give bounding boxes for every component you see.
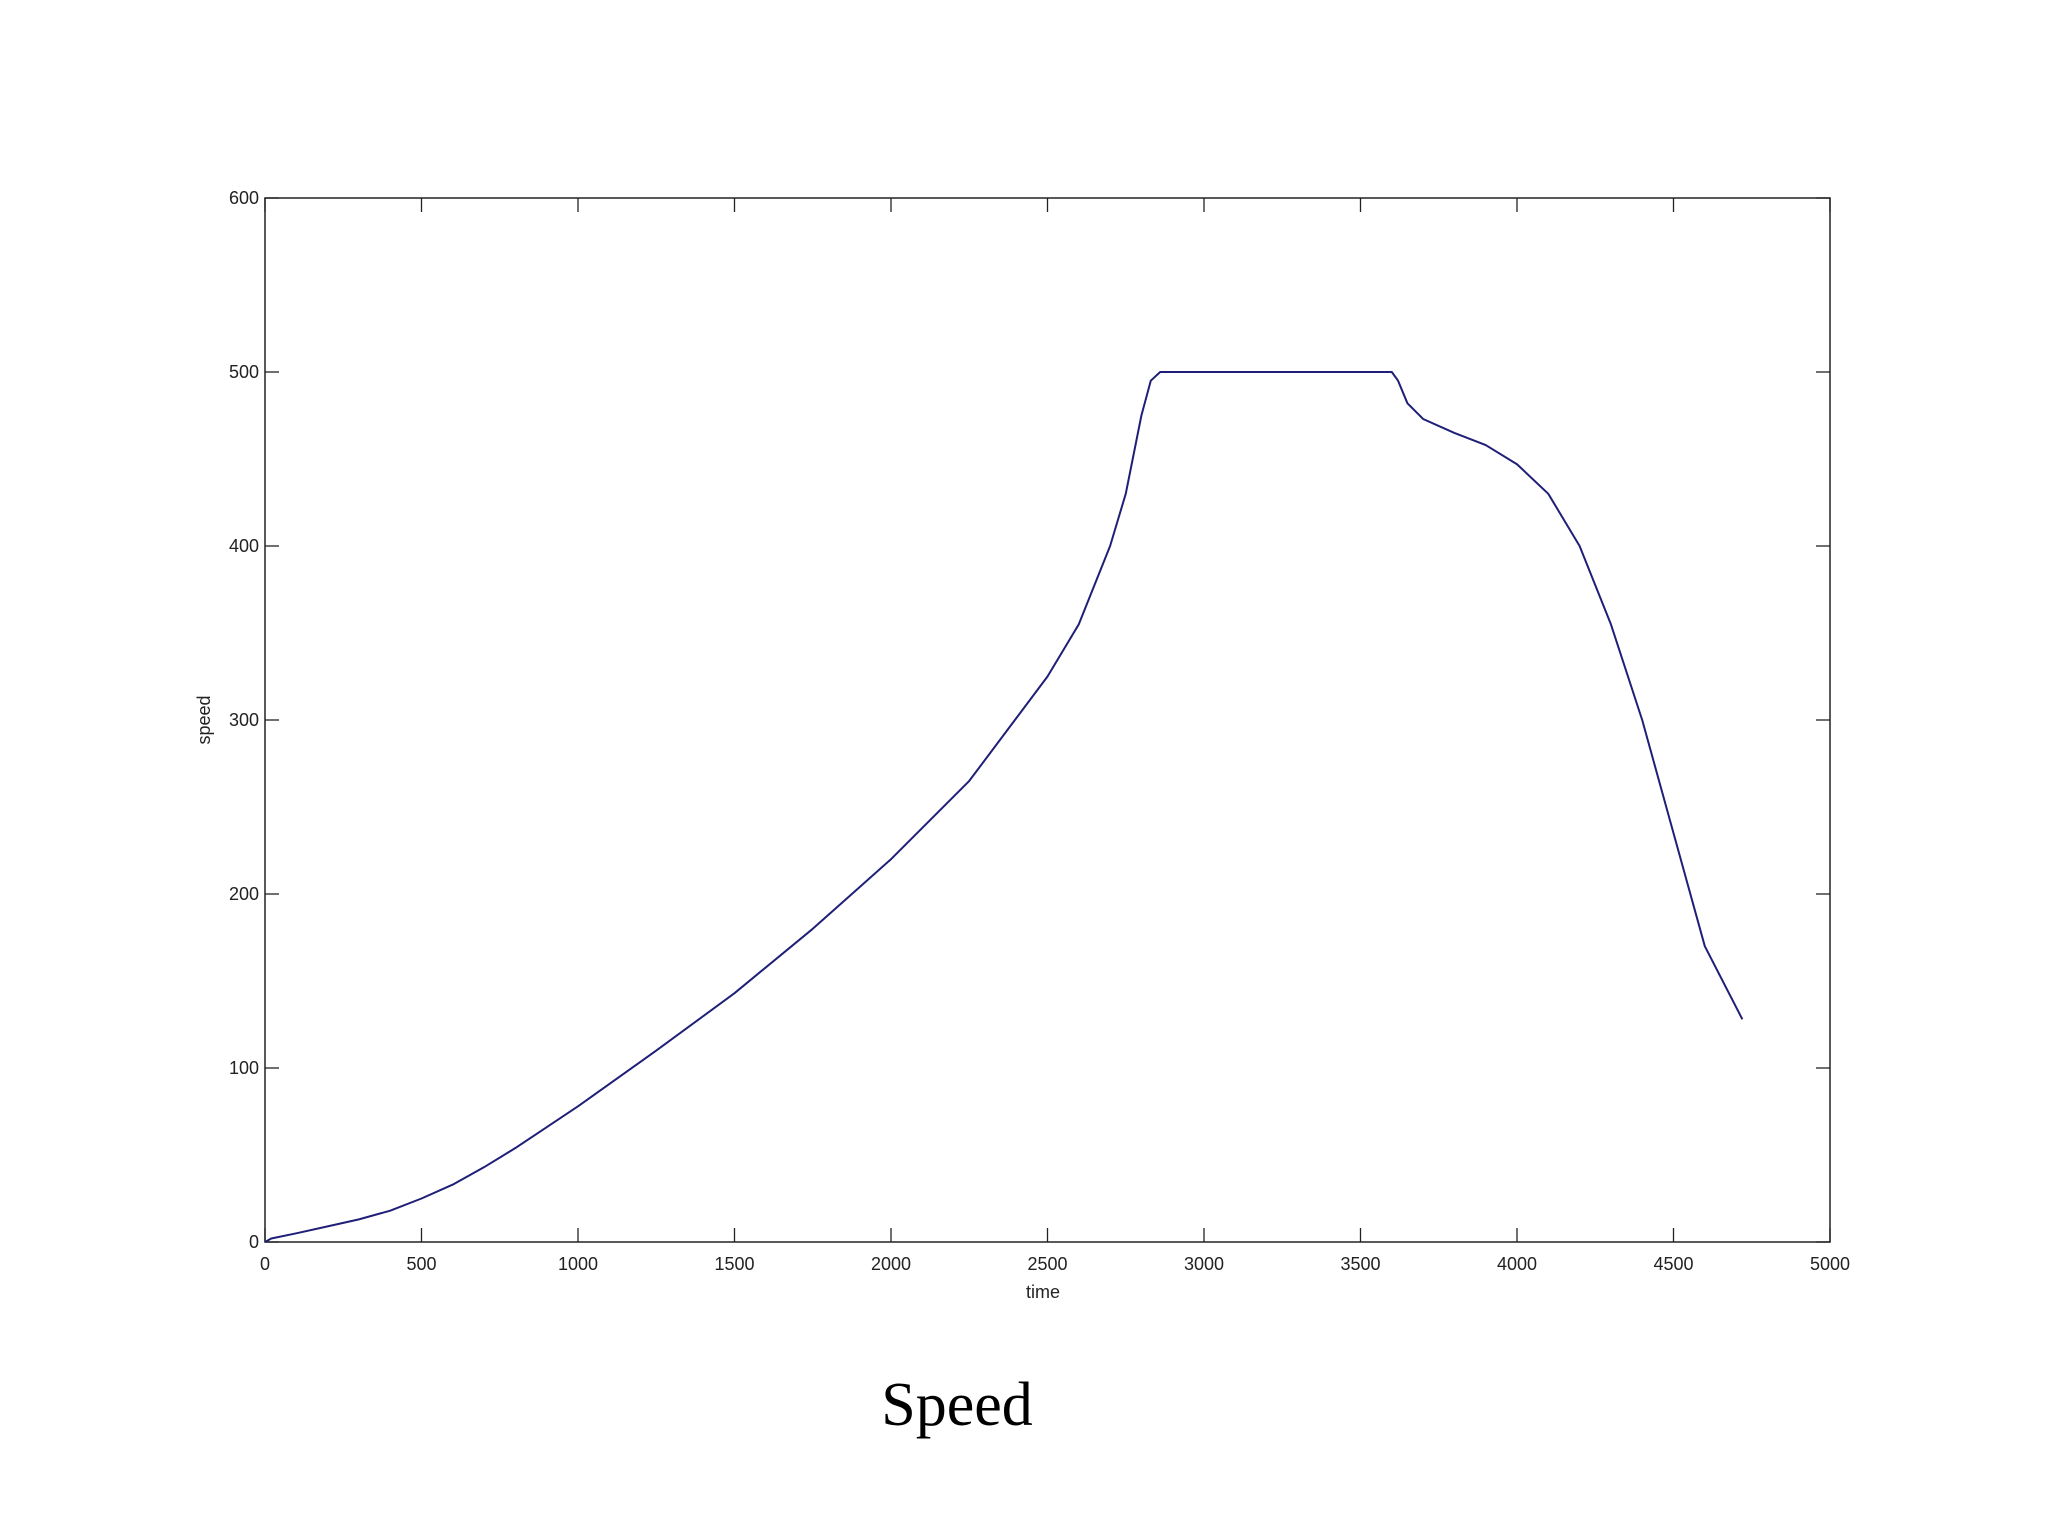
y-tick-label: 0 bbox=[249, 1232, 259, 1252]
x-tick-label: 3000 bbox=[1184, 1254, 1224, 1274]
y-tick-label: 300 bbox=[229, 710, 259, 730]
x-tick-label: 500 bbox=[406, 1254, 436, 1274]
y-tick-label: 500 bbox=[229, 362, 259, 382]
y-tick-label: 600 bbox=[229, 188, 259, 208]
y-tick-label: 100 bbox=[229, 1058, 259, 1078]
x-tick-label: 0 bbox=[260, 1254, 270, 1274]
x-tick-label: 3500 bbox=[1340, 1254, 1380, 1274]
y-tick-label: 200 bbox=[229, 884, 259, 904]
x-tick-label: 4000 bbox=[1497, 1254, 1537, 1274]
line-series bbox=[264, 371, 1744, 1243]
y-axis-label: speed bbox=[194, 695, 214, 744]
x-tick-label: 1500 bbox=[714, 1254, 754, 1274]
x-tick-label: 2500 bbox=[1027, 1254, 1067, 1274]
y-tick-label: 400 bbox=[229, 536, 259, 556]
x-axis-label: time bbox=[1026, 1282, 1060, 1302]
x-tick-label: 1000 bbox=[558, 1254, 598, 1274]
x-tick-label: 2000 bbox=[871, 1254, 911, 1274]
caption: Speed bbox=[881, 1371, 1033, 1439]
x-tick-label: 4500 bbox=[1653, 1254, 1693, 1274]
x-tick-label: 5000 bbox=[1810, 1254, 1850, 1274]
axes-box bbox=[264, 197, 1831, 1243]
